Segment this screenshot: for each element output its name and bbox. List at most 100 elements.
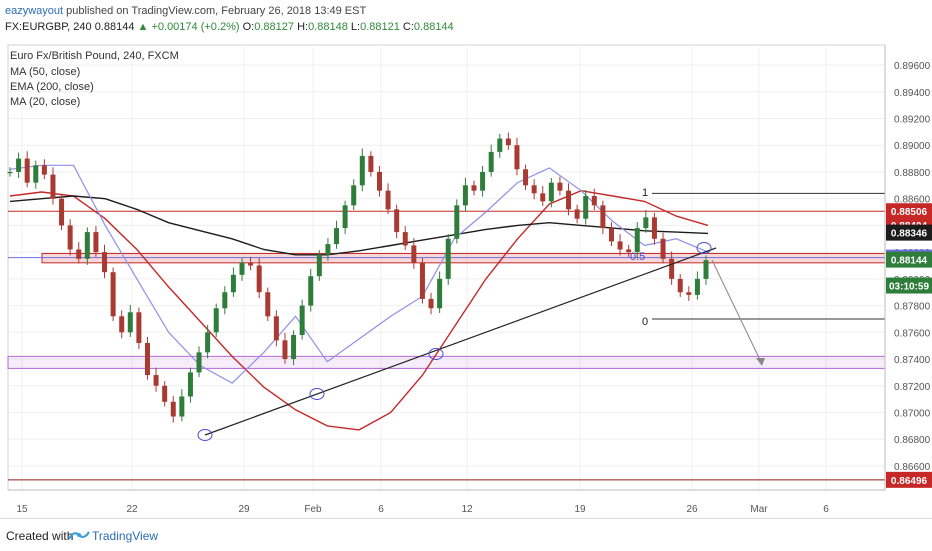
- price-axis[interactable]: 0.89600 0.89400 0.89200 0.89000 0.88800 0.886…: [884, 45, 932, 490]
- y-tick-label: 0.89000: [894, 141, 931, 152]
- candle-body: [299, 305, 305, 335]
- candle-body: [179, 396, 185, 417]
- y-tick-label: 0.89400: [894, 88, 931, 99]
- candle-body: [376, 171, 382, 191]
- touch-point-circle: [197, 429, 213, 441]
- price-label-bg: [886, 251, 932, 268]
- price-label-text: 0.88144: [891, 256, 928, 267]
- resistance-zone: [41, 252, 886, 264]
- ema200-line: [9, 195, 709, 256]
- candles: [7, 132, 709, 423]
- candle-body: [136, 312, 142, 344]
- candle-body: [583, 196, 589, 219]
- candle-body: [127, 312, 133, 333]
- candle-body: [196, 352, 202, 373]
- price-label: 0.88346: [886, 224, 932, 241]
- zones: [7, 210, 886, 481]
- symbol-label: FX:EURGBP, 240: [5, 21, 92, 33]
- candle-body: [205, 332, 211, 353]
- author-name[interactable]: eazywayout: [5, 5, 64, 17]
- price-label-text: 0.88506: [891, 207, 928, 218]
- fib-label-half: 0.5: [630, 251, 645, 263]
- x-tick-label: 19: [574, 504, 586, 515]
- candle-body: [523, 169, 529, 186]
- price-label-bg: [886, 277, 932, 294]
- candle-body: [531, 185, 537, 194]
- candle-body: [119, 316, 125, 333]
- tradingview-brand[interactable]: TradingView: [92, 529, 159, 543]
- candle-body: [230, 274, 236, 293]
- candle-body: [660, 238, 666, 259]
- y-tick-label: 0.87800: [894, 302, 931, 313]
- candle-body: [488, 151, 494, 172]
- candle-body: [368, 155, 374, 172]
- candle-body: [411, 245, 417, 263]
- touch-point-circle: [696, 242, 712, 254]
- candle-body: [437, 278, 443, 309]
- x-tick-label: 22: [126, 504, 138, 515]
- candle-body: [359, 155, 365, 186]
- candle-body: [651, 217, 657, 239]
- candle-body: [144, 343, 150, 376]
- candle-body: [385, 190, 391, 210]
- y-tick-label: 0.89600: [894, 61, 931, 72]
- moving-averages: [9, 164, 709, 431]
- candle-body: [643, 217, 649, 229]
- last-price: 0.88144: [94, 21, 135, 33]
- candle-body: [316, 254, 322, 277]
- x-tick-label: 6: [378, 504, 384, 515]
- high-value: 0.88148: [308, 21, 348, 33]
- price-label: 03:10:59: [886, 277, 932, 294]
- candle-body: [514, 145, 520, 170]
- candle-body: [626, 249, 632, 253]
- candle-body: [7, 171, 13, 174]
- tradingview-logo-icon[interactable]: [68, 528, 90, 542]
- created-with-label: Created with: [6, 529, 74, 543]
- y-tick-label: 0.87600: [894, 328, 931, 339]
- candle-body: [497, 138, 503, 152]
- ohlc-line: FX:EURGBP, 240 0.88144 ▲ +0.00174 (+0.2%…: [5, 21, 454, 33]
- candle-body: [351, 185, 357, 206]
- open-value: 0.88127: [254, 21, 294, 33]
- candle-body: [76, 249, 82, 259]
- legend-ema200: EMA (200, close): [10, 81, 94, 93]
- x-tick-label: Feb: [304, 504, 322, 515]
- trend-line: [204, 247, 717, 436]
- ma50-line: [9, 189, 709, 431]
- candle-body: [110, 272, 116, 317]
- candle-body: [256, 265, 262, 293]
- candle-body: [548, 182, 554, 202]
- candle-body: [471, 185, 477, 191]
- candle-body: [265, 292, 271, 317]
- price-label: 0.86496: [886, 471, 932, 488]
- candle-body: [59, 198, 65, 226]
- projection-arrow: [711, 259, 763, 365]
- candle-body: [50, 174, 56, 199]
- change-value: +0.00174 (+0.2%): [151, 21, 240, 33]
- candle-body: [325, 244, 331, 255]
- ma20-line: [9, 164, 709, 384]
- candle-body: [273, 316, 279, 341]
- candle-body: [462, 185, 468, 206]
- chart-legend: Euro Fx/British Pound, 240, FXCM MA (50,…: [10, 50, 179, 108]
- price-chart[interactable]: 0.89600 0.89400 0.89200 0.89000 0.88800 0.886…: [0, 38, 932, 518]
- candle-body: [222, 292, 228, 309]
- candle-body: [282, 340, 288, 360]
- price-label-bg: [886, 224, 932, 241]
- x-tick-label: 6: [823, 504, 829, 515]
- open-label: O:: [242, 21, 255, 33]
- candle-body: [669, 258, 675, 279]
- candle-body: [24, 158, 30, 183]
- candle-body: [445, 238, 451, 279]
- candle-body: [557, 182, 563, 191]
- price-label: 0.88144: [886, 251, 932, 268]
- drawings: [197, 192, 885, 441]
- price-label: 0.88506: [886, 203, 932, 220]
- candle-body: [419, 262, 425, 299]
- time-axis[interactable]: 15 22 29 Feb 6 12 19 26 Mar 6: [8, 489, 885, 515]
- candle-body: [703, 260, 709, 279]
- candle-body: [334, 228, 340, 245]
- fib-label-1: 1: [642, 187, 648, 199]
- candle-body: [540, 193, 546, 202]
- candle-body: [428, 298, 434, 309]
